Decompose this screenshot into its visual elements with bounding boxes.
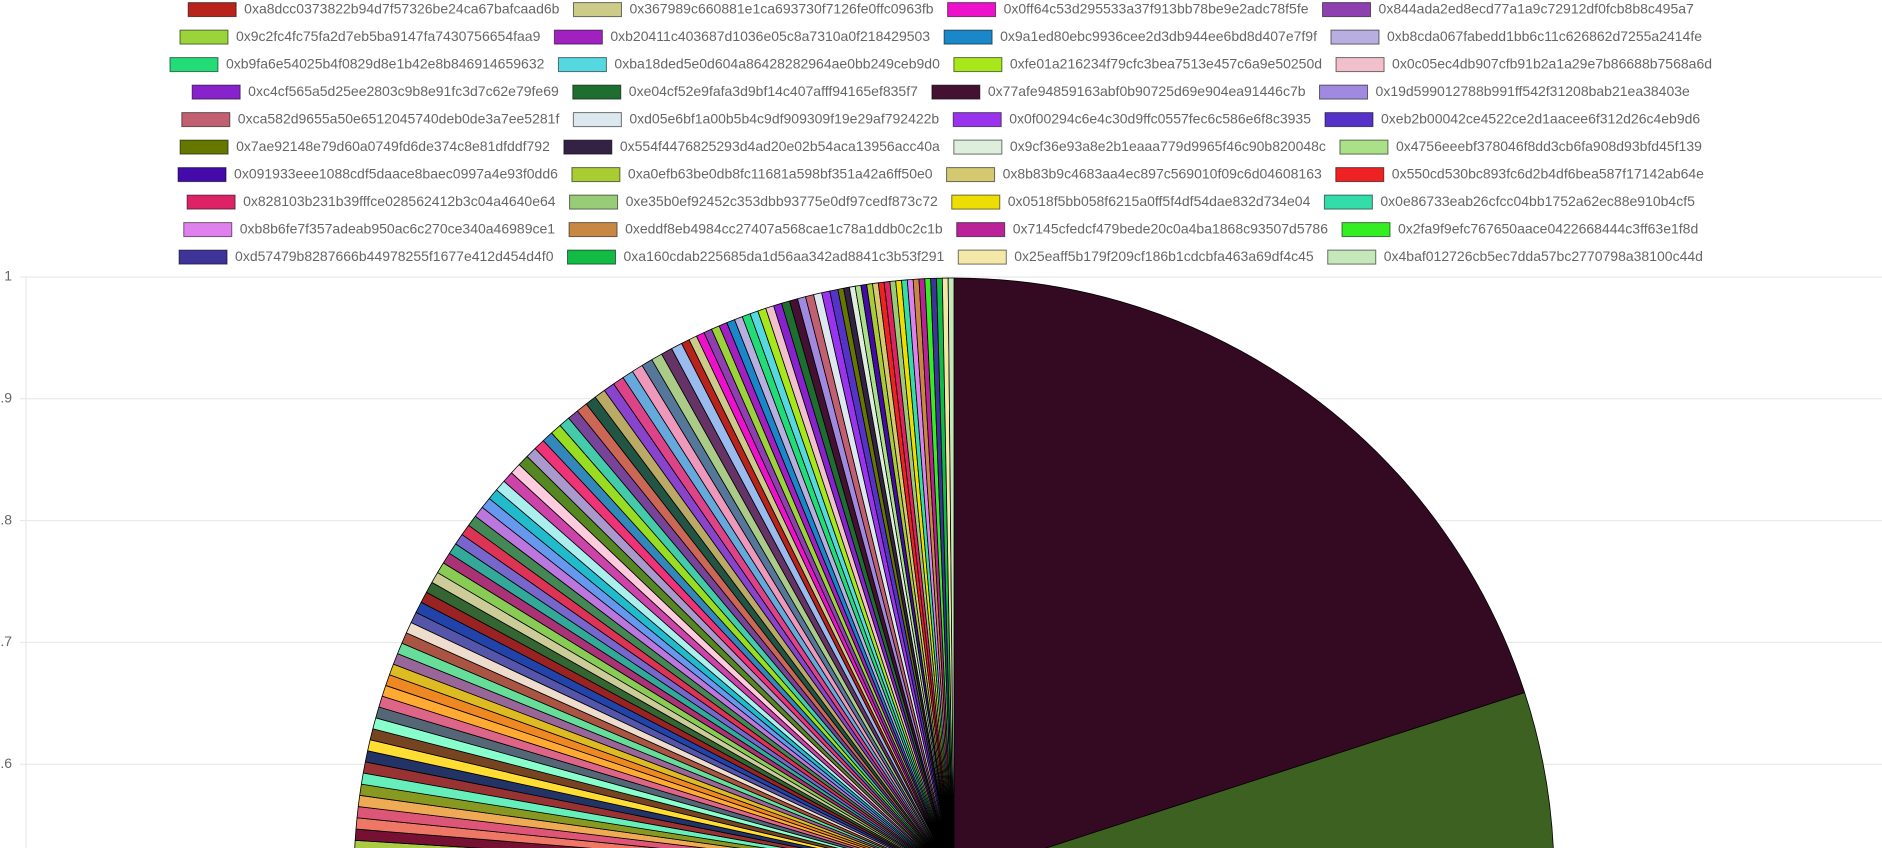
legend-label: 0xeddf8eb4984cc27407a568cae1c78a1ddb0c2c… <box>625 220 943 236</box>
legend-swatch <box>572 84 622 100</box>
legend-label: 0xc4cf565a5d25ee2803c9b8e91fc3d7c62e79fe… <box>248 83 559 99</box>
pie-slice <box>953 277 1526 848</box>
legend-label: 0xd05e6bf1a00b5b4c9df909309f19e29af79242… <box>629 110 939 126</box>
legend-swatch <box>553 29 603 45</box>
legend-swatch <box>1335 167 1385 183</box>
legend-label: 0x2fa9f9efc767650aace0422668444c3ff63e1f… <box>1398 220 1698 236</box>
y-tick-label: 1 <box>4 268 12 284</box>
legend-label: 0xb9fa6e54025b4f0829d8e1b42e8b8469146596… <box>226 55 545 71</box>
legend-label: 0x25eaff5b179f209cf186b1cdcbfa463a69df4c… <box>1014 248 1314 264</box>
legend-swatch <box>187 2 237 18</box>
legend-swatch <box>568 222 618 238</box>
legend-swatch <box>952 112 1002 128</box>
legend-label: 0x77afe94859163abf0b90725d69e904ea91446c… <box>988 83 1306 99</box>
y-tick-label: 0.7 <box>0 633 12 649</box>
legend-swatch <box>1319 84 1369 100</box>
legend-swatch <box>1322 2 1372 18</box>
legend-label: 0x0ff64c53d295533a37f913bb78be9e2adc78f5… <box>1004 0 1309 16</box>
legend-swatch <box>953 139 1003 155</box>
legend-swatch <box>943 29 993 45</box>
legend-label: 0x7ae92148e79d60a0749fd6de374c8e81dfddf7… <box>236 138 550 154</box>
legend-swatch <box>1324 112 1374 128</box>
legend-swatch <box>957 249 1007 265</box>
legend-label: 0x554f4476825293d4ad20e02b54aca13956acc4… <box>620 138 940 154</box>
legend-label: 0xe35b0ef92452c353dbb93775e0df97cedf873c… <box>626 193 938 209</box>
legend-swatch <box>572 112 622 128</box>
legend-swatch <box>179 139 229 155</box>
legend-swatch <box>181 112 231 128</box>
legend-label: 0x828103b231b39fffce028562412b3c04a4640e… <box>243 193 556 209</box>
legend-swatch <box>1341 222 1391 238</box>
legend-label: 0x8b83b9c4683aa4ec897c569010f09c6d046081… <box>1003 165 1322 181</box>
legend-label: 0x0518f5bb058f6215a0ff5f4df54dae832d734e… <box>1008 193 1311 209</box>
legend-label: 0xb8cda067fabedd1bb6c11c626862d7255a2414… <box>1387 28 1702 44</box>
legend-swatch <box>169 57 219 73</box>
legend-swatch <box>179 29 229 45</box>
legend-swatch <box>563 139 613 155</box>
legend-label: 0xfe01a216234f79cfc3bea7513e457c6a9e5025… <box>1010 55 1322 71</box>
legend-label: 0x367989c660881e1ca693730f7126fe0ffc0963… <box>629 0 933 16</box>
legend-swatch <box>571 167 621 183</box>
legend-swatch <box>931 84 981 100</box>
legend-label: 0x0c05ec4db907cfb91b2a1a29e7b86688b7568a… <box>1392 55 1712 71</box>
legend-label: 0x0e86733eab26cfcc04bb1752a62ec88e910b4c… <box>1380 193 1695 209</box>
legend-swatch <box>953 57 1003 73</box>
legend-label: 0xb8b6fe7f357adeab950ac6c270ce340a46989c… <box>240 220 556 236</box>
legend-label: 0x7145cfedcf479bede20c0a4ba1868c93507d57… <box>1013 220 1329 236</box>
y-tick-label: 0.9 <box>0 390 12 406</box>
pie-slice <box>1045 692 1554 848</box>
legend-label: 0x4756eeebf378046f8dd3cb6fa908d93bfd45f1… <box>1396 138 1702 154</box>
legend-swatch <box>1327 249 1377 265</box>
legend-swatch <box>1330 29 1380 45</box>
legend-label: 0xeb2b00042ce4522ce2d1aacee6f312d26c4eb9… <box>1381 110 1700 126</box>
legend-label: 0x9cf36e93a8e2b1eaaa779d9965f46c90b82004… <box>1010 138 1326 154</box>
legend-label: 0xca582d9655a50e6512045740deb0de3a7ee528… <box>238 110 560 126</box>
legend-swatch <box>557 57 607 73</box>
legend-label: 0xba18ded5e0d604a86428282964ae0bb249ceb9… <box>614 55 940 71</box>
legend-swatch <box>567 249 617 265</box>
pie <box>354 277 1554 848</box>
legend-swatch <box>191 84 241 100</box>
legend-label: 0x9c2fc4fc75fa2d7eb5ba9147fa7430756654fa… <box>236 28 541 44</box>
legend-swatch <box>186 194 236 210</box>
legend-label: 0xe04cf52e9fafa3d9bf14c407afff94165ef835… <box>629 83 918 99</box>
legend-label: 0xa160cdab225685da1d56aa342ad8841c3b53f2… <box>624 248 945 264</box>
legend-swatch <box>177 167 227 183</box>
legend-swatch <box>1323 194 1373 210</box>
legend-swatch <box>956 222 1006 238</box>
y-tick-label: 0.6 <box>0 755 12 771</box>
legend-label: 0x4baf012726cb5ec7dda57bc2770798a38100c4… <box>1384 248 1703 264</box>
pie-slice <box>947 277 955 848</box>
legend-swatch <box>183 222 233 238</box>
legend-swatch <box>1339 139 1389 155</box>
legend-swatch <box>1335 57 1385 73</box>
y-tick-label: 0.8 <box>0 511 12 527</box>
legend-label: 0xa8dcc0373822b94d7f57326be24ca67bafcaad… <box>244 0 560 16</box>
legend-label: 0xa0efb63be0db8fc11681a598bf351a42a6ff50… <box>628 165 933 181</box>
legend-label: 0xd57479b8287666b44978255f1677e412d454d4… <box>235 248 554 264</box>
legend-label: 0x091933eee1088cdf5daace8baec0997a4e93f0… <box>234 165 558 181</box>
legend-label: 0x9a1ed80ebc9936cee2d3db944ee6bd8d407e7f… <box>1000 28 1317 44</box>
legend-swatch <box>178 249 228 265</box>
legend-label: 0x0f00294c6e4c30d9ffc0557fec6c586e6f8c39… <box>1009 110 1311 126</box>
legend-swatch <box>947 2 997 18</box>
legend-label: 0xb20411c403687d1036e05c8a7310a0f2184295… <box>610 28 930 44</box>
legend-swatch <box>951 194 1001 210</box>
legend-swatch <box>946 167 996 183</box>
legend-label: 0x19d599012788b991ff542f31208bab21ea3840… <box>1376 83 1691 99</box>
legend-label: 0x550cd530bc893fc6d2b4df6bea587f17142ab6… <box>1392 165 1704 181</box>
legend-swatch <box>572 2 622 18</box>
legend-swatch <box>569 194 619 210</box>
legend-label: 0x844ada2ed8ecd77a1a9c72912df0fcb8b8c495… <box>1379 0 1695 16</box>
